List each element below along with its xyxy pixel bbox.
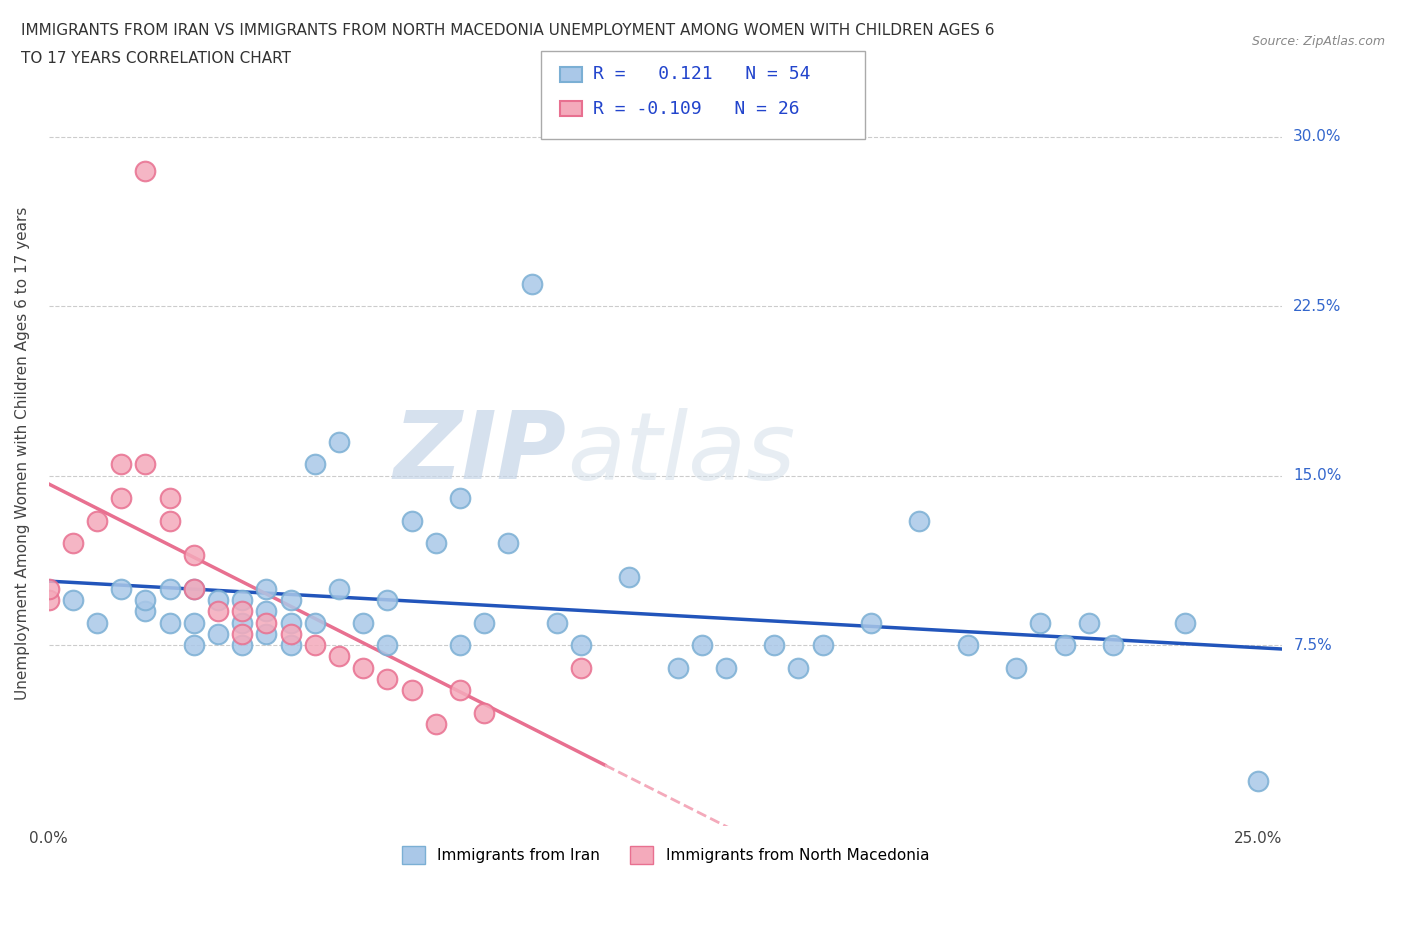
Point (401, 683, 423, 698)
Point (304, 457, 326, 472)
Point (860, 615, 883, 630)
Point (110, 491, 132, 506)
Point (38, 581, 60, 596)
Point (183, 581, 205, 596)
Point (280, 638, 302, 653)
Point (280, 592, 302, 607)
Point (280, 627, 302, 642)
Text: R = -0.109   N = 26: R = -0.109 N = 26 (593, 100, 800, 118)
Point (472, 706, 495, 721)
Point (449, 638, 471, 653)
Text: Source: ZipAtlas.com: Source: ZipAtlas.com (1251, 35, 1385, 48)
Point (207, 604, 229, 618)
Point (231, 615, 253, 630)
Point (352, 660, 374, 675)
Point (134, 604, 156, 618)
Point (449, 491, 471, 506)
Point (159, 615, 181, 630)
Point (787, 660, 810, 675)
Point (159, 513, 181, 528)
Point (375, 638, 398, 653)
Point (425, 536, 447, 551)
Point (811, 638, 834, 653)
Text: atlas: atlas (567, 407, 794, 498)
Legend: Immigrants from Iran, Immigrants from North Macedonia: Immigrants from Iran, Immigrants from No… (395, 840, 935, 870)
Point (569, 660, 592, 675)
Point (110, 457, 132, 472)
Text: IMMIGRANTS FROM IRAN VS IMMIGRANTS FROM NORTH MACEDONIA UNEMPLOYMENT AMONG WOMEN: IMMIGRANTS FROM IRAN VS IMMIGRANTS FROM … (21, 23, 994, 38)
Point (62, 536, 84, 551)
Point (207, 627, 229, 642)
Text: R =   0.121   N = 54: R = 0.121 N = 54 (593, 65, 811, 84)
Point (1005, 660, 1028, 675)
Text: TO 17 YEARS CORRELATION CHART: TO 17 YEARS CORRELATION CHART (21, 51, 291, 66)
Point (134, 457, 156, 472)
Point (328, 581, 350, 596)
Point (328, 434, 350, 449)
Point (254, 604, 277, 618)
Point (328, 649, 350, 664)
Text: 30.0%: 30.0% (1294, 129, 1341, 144)
Point (254, 581, 277, 596)
Point (183, 615, 205, 630)
Point (546, 615, 568, 630)
Point (86, 513, 108, 528)
Point (666, 660, 689, 675)
Point (231, 627, 253, 642)
Point (231, 604, 253, 618)
Point (569, 638, 592, 653)
Point (401, 513, 423, 528)
Point (254, 615, 277, 630)
Point (183, 548, 205, 563)
Point (280, 615, 302, 630)
Point (956, 638, 979, 653)
Point (1077, 615, 1099, 630)
Point (1247, 774, 1270, 789)
Point (110, 581, 132, 596)
Point (496, 536, 519, 551)
Point (1174, 615, 1197, 630)
Point (1029, 615, 1052, 630)
Point (522, 276, 544, 291)
Point (134, 592, 156, 607)
Point (134, 163, 156, 178)
Y-axis label: Unemployment Among Women with Children Ages 6 to 17 years: Unemployment Among Women with Children A… (15, 206, 30, 699)
Point (1053, 638, 1076, 653)
Point (207, 592, 229, 607)
Point (159, 581, 181, 596)
Text: ZIP: ZIP (394, 407, 567, 499)
Point (231, 638, 253, 653)
Point (375, 592, 398, 607)
Point (425, 717, 447, 732)
Point (908, 513, 931, 528)
Point (304, 638, 326, 653)
Point (1102, 638, 1125, 653)
Point (183, 638, 205, 653)
Point (183, 581, 205, 596)
Point (714, 660, 737, 675)
Point (690, 638, 713, 653)
Point (449, 683, 471, 698)
Point (159, 491, 181, 506)
Point (254, 627, 277, 642)
Point (304, 615, 326, 630)
Point (231, 592, 253, 607)
Point (352, 615, 374, 630)
Text: 7.5%: 7.5% (1294, 638, 1331, 653)
Point (62, 592, 84, 607)
Point (375, 671, 398, 686)
Point (472, 615, 495, 630)
Text: 15.0%: 15.0% (1294, 468, 1341, 484)
Point (86, 615, 108, 630)
Text: 22.5%: 22.5% (1294, 299, 1341, 313)
Point (38, 592, 60, 607)
Point (763, 638, 786, 653)
Point (619, 570, 641, 585)
